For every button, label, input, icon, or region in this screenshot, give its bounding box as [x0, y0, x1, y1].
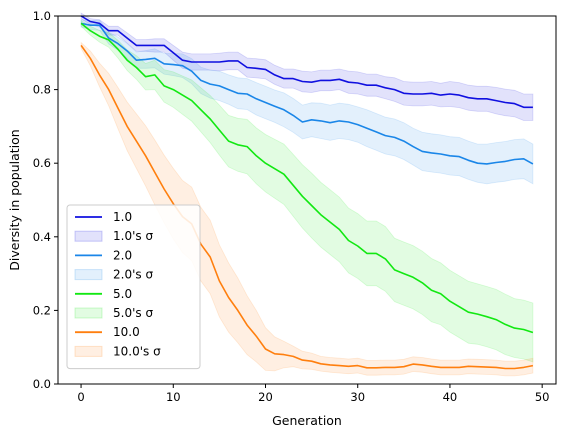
legend-swatch-band: [74, 269, 103, 281]
x-tick-label: 20: [258, 390, 273, 404]
series-lines: [80, 15, 534, 370]
legend-swatch-band: [74, 345, 103, 357]
line-2.0: [80, 22, 534, 165]
x-tick-label: 0: [77, 390, 84, 404]
y-axis-label: Diversity in population: [7, 129, 22, 270]
y-tick-label: 0.2: [33, 303, 51, 317]
y-tick-label: 0.0: [33, 377, 51, 391]
legend-label: 2.0: [113, 248, 132, 262]
band-5.0: [80, 19, 534, 363]
y-tick-label: 1.0: [33, 9, 51, 23]
y-tick-label: 0.8: [33, 83, 51, 97]
legend-label: 10.0's σ: [113, 344, 161, 358]
y-tick-label: 0.4: [33, 230, 51, 244]
x-axis-ticks: 0 10 20 30 40 50: [77, 384, 549, 404]
line-5.0: [80, 22, 534, 334]
legend-label: 5.0: [113, 287, 132, 301]
legend-swatch-band: [74, 307, 103, 319]
x-tick-label: 30: [350, 390, 365, 404]
y-axis-ticks: 0.0 0.2 0.4 0.6 0.8 1.0: [33, 9, 58, 391]
legend-label: 10.0: [113, 325, 140, 339]
legend-label: 1.0: [113, 210, 132, 224]
legend-box: [66, 204, 201, 370]
x-tick-label: 40: [443, 390, 458, 404]
legend-swatch-band: [74, 230, 103, 242]
band-2.0: [80, 19, 534, 185]
plot-frame: [57, 15, 557, 385]
legend: 1.0 1.0's σ 2.0 2.0's σ 5.0 5.0's σ 10.0 10.0's…: [66, 204, 201, 370]
legend-label: 1.0's σ: [113, 229, 153, 243]
x-tick-label: 50: [535, 390, 550, 404]
x-axis-label: Generation: [272, 413, 342, 428]
line-10.0: [80, 44, 534, 370]
legend-label: 2.0's σ: [113, 268, 153, 282]
line-1.0: [80, 15, 533, 109]
y-tick-label: 0.6: [33, 156, 51, 170]
legend-label: 5.0's σ: [113, 306, 153, 320]
x-tick-label: 10: [166, 390, 181, 404]
